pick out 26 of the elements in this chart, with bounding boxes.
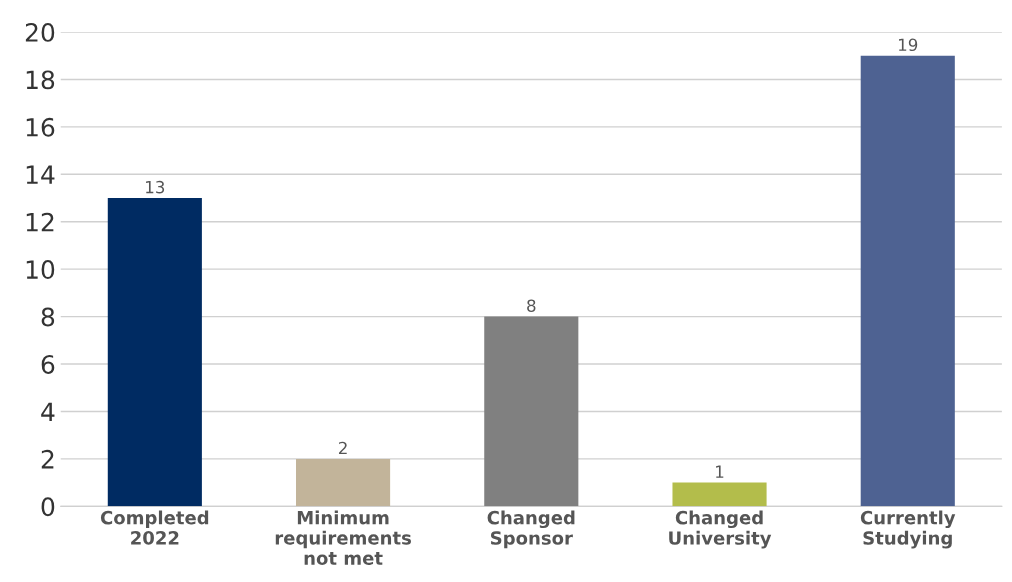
y-tick-label: 12 [26, 212, 54, 232]
data-label: 13 [146, 180, 165, 194]
data-label: 1 [716, 465, 724, 478]
bar [672, 482, 767, 507]
bar [107, 198, 202, 507]
bar [484, 316, 579, 507]
y-tick-label: 8 [41, 307, 55, 327]
x-tick-label: Currently Studying [860, 510, 956, 549]
y-tick-label: 2 [41, 449, 54, 469]
data-label: 8 [527, 299, 536, 312]
x-tick-label: Changed University [669, 510, 772, 549]
data-label: 2 [338, 441, 347, 455]
x-tick-label: Changed Sponsor [487, 510, 575, 549]
y-tick-label: 4 [41, 402, 55, 421]
y-tick-label: 20 [25, 22, 55, 42]
x-tick-label: Minimum requirements not met [275, 510, 411, 565]
bar [860, 55, 955, 507]
data-label: 19 [898, 38, 918, 52]
bar [296, 458, 391, 507]
x-tick-label: Completed 2022 [100, 510, 209, 545]
y-tick-label: 0 [41, 497, 55, 517]
y-tick-label: 14 [26, 165, 55, 184]
y-tick-label: 10 [26, 260, 55, 280]
y-tick-label: 6 [41, 354, 55, 374]
y-tick-label: 16 [26, 117, 55, 137]
y-tick-label: 18 [26, 70, 55, 90]
